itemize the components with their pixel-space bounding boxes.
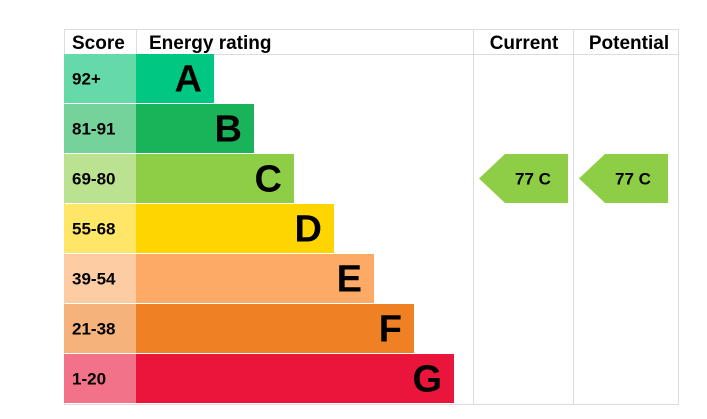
rating-bar-e	[136, 254, 374, 303]
current-rating-arrow-shape	[479, 154, 568, 203]
rating-letter-a: A	[175, 59, 202, 101]
rating-letter-g: G	[412, 359, 442, 401]
header-energy-rating: Energy rating	[149, 33, 271, 54]
band-g: 1-20 G	[64, 354, 454, 403]
band-b: 81-91 B	[64, 104, 254, 153]
rating-letter-d: D	[295, 209, 322, 251]
score-label-c: 69-80	[72, 170, 115, 189]
current-rating-arrow-label: 77 C	[515, 170, 551, 189]
score-cell-a	[64, 54, 136, 103]
rating-bar-g	[136, 354, 454, 403]
rating-letter-e: E	[337, 259, 362, 301]
score-cell-d	[64, 204, 136, 253]
potential-rating-arrow: 77 C	[579, 154, 668, 203]
rating-bands: 92+ A 81-91 B 69-80 C 55-68 D 39-54 E 21-38 F 1-20 G	[64, 54, 454, 403]
score-label-d: 55-68	[72, 220, 115, 239]
band-f: 21-38 F	[64, 304, 414, 353]
score-label-b: 81-91	[72, 120, 115, 139]
current-rating-arrow: 77 C	[479, 154, 568, 203]
score-cell-f	[64, 304, 136, 353]
rating-letter-f: F	[379, 309, 402, 351]
header-current: Current	[490, 33, 559, 54]
score-cell-c	[64, 154, 136, 203]
rating-bar-c	[136, 154, 294, 203]
score-cell-g	[64, 354, 136, 403]
potential-rating-arrow-shape	[579, 154, 668, 203]
band-e: 39-54 E	[64, 254, 374, 303]
band-a: 92+ A	[64, 54, 214, 103]
band-c: 69-80 C	[64, 154, 294, 203]
rating-bar-a	[136, 54, 214, 103]
rating-letter-b: B	[215, 109, 242, 151]
rating-bar-b	[136, 104, 254, 153]
rating-bar-d	[136, 204, 334, 253]
header-potential: Potential	[589, 33, 669, 54]
score-label-e: 39-54	[72, 270, 116, 289]
score-label-g: 1-20	[72, 370, 106, 389]
rating-arrows: 77 C 77 C	[479, 154, 668, 203]
header-score: Score	[72, 33, 125, 54]
score-cell-b	[64, 104, 136, 153]
potential-rating-arrow-label: 77 C	[615, 170, 651, 189]
score-label-f: 21-38	[72, 320, 115, 339]
rating-letter-c: C	[255, 159, 282, 201]
rating-bar-f	[136, 304, 414, 353]
score-label-a: 92+	[72, 70, 101, 89]
band-d: 55-68 D	[64, 204, 334, 253]
score-cell-e	[64, 254, 136, 303]
header-row: Score Energy rating Current Potential	[72, 33, 669, 54]
